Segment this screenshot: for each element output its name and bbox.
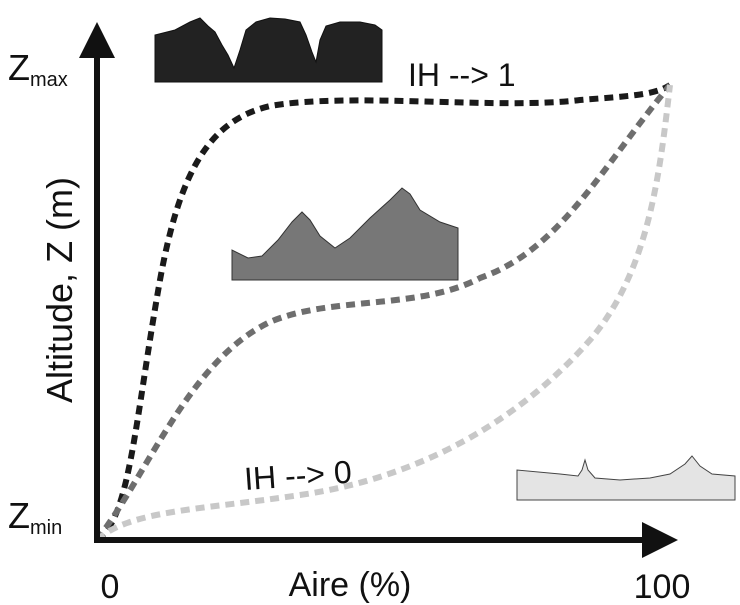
y-axis-title: Altitude, Z (m) bbox=[39, 177, 80, 403]
y-bottom-main: Z bbox=[8, 495, 30, 536]
profile-mid bbox=[231, 187, 459, 281]
profile-low bbox=[516, 455, 736, 501]
x-axis-title: Aire (%) bbox=[289, 566, 412, 604]
annotation-low: IH --> 0 bbox=[243, 454, 353, 497]
curve-ih-low bbox=[94, 84, 673, 543]
y-bottom-label: Zmin bbox=[8, 495, 62, 539]
y-top-main: Z bbox=[8, 47, 30, 88]
annotation-high: IH --> 1 bbox=[408, 57, 516, 93]
profile-high bbox=[154, 17, 383, 83]
curve-ih-high bbox=[95, 82, 672, 543]
y-top-sub: max bbox=[30, 69, 68, 91]
y-bottom-sub: min bbox=[30, 517, 62, 539]
y-top-label: Zmax bbox=[8, 47, 68, 91]
x-start-label: 0 bbox=[101, 568, 120, 605]
curve-ih-mid bbox=[94, 83, 673, 542]
x-end-label: 100 bbox=[634, 568, 691, 605]
